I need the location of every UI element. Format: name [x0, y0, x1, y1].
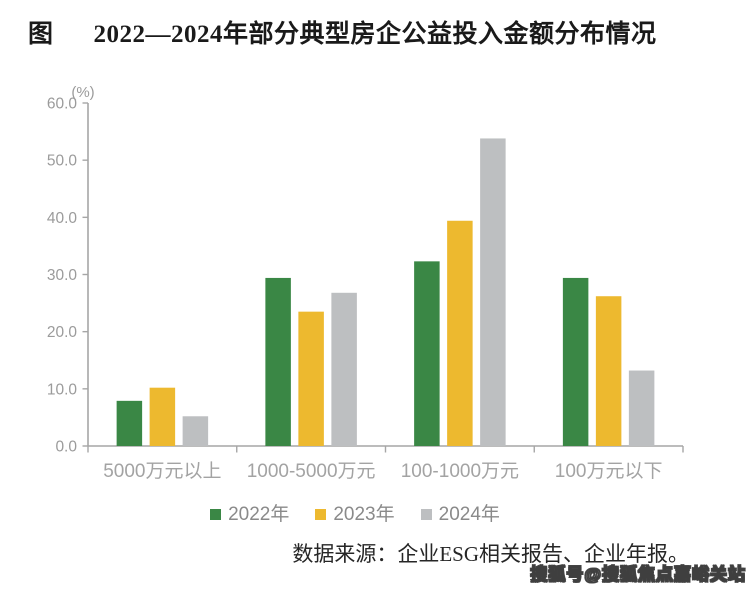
legend-label-2022: 2022年 — [228, 504, 290, 525]
watermark-text: 搜狐号@搜狐焦点嘉峪关站 — [530, 564, 746, 584]
y-axis-tick-label: 30.0 — [47, 267, 78, 284]
bar-2023年-5000万元以上 — [149, 387, 176, 446]
y-axis-tick-label: 10.0 — [47, 381, 78, 398]
figure-title: 图 2022—2024年部分典型房企公益投入金额分布情况 — [28, 14, 738, 50]
y-axis-tick-label: 60.0 — [47, 96, 78, 113]
bar-2024年-1000-5000万元 — [331, 292, 357, 446]
legend-swatch-2023 — [315, 509, 327, 520]
bar-2022年-100-1000万元 — [414, 261, 440, 446]
figure-title-prefix: 图 — [28, 21, 54, 48]
chart-legend: 2022年 2023年 2024年 — [0, 505, 710, 524]
bar-2024年-100万元以下 — [628, 370, 655, 446]
x-category-label: 100万元以下 — [555, 461, 663, 482]
legend-item-2022: 2022年 — [210, 505, 289, 524]
figure-title-text: 2022—2024年部分典型房企公益投入金额分布情况 — [93, 21, 657, 48]
bar-chart: (%) 0.0 10.0 20.0 30.0 40.0 50.0 60.0 5000万元以上 10… — [47, 84, 684, 482]
data-source-text: 数据来源：企业ESG相关报告、企业年报。 — [292, 542, 689, 566]
y-axis-tick-label: 40.0 — [47, 210, 78, 227]
bar-2023年-100万元以下 — [595, 296, 622, 446]
bar-2022年-1000-5000万元 — [265, 277, 291, 446]
bar-2023年-100-1000万元 — [447, 220, 473, 446]
x-category-label: 5000万元以上 — [103, 460, 221, 482]
bar-2022年-5000万元以上 — [116, 400, 143, 446]
legend-item-2024: 2024年 — [420, 504, 500, 525]
bar-2024年-5000万元以上 — [182, 416, 209, 446]
x-category-label: 1000-5000万元 — [247, 461, 376, 482]
legend-item-2023: 2023年 — [315, 504, 395, 525]
x-category-label: 100-1000万元 — [401, 461, 519, 482]
legend-label-2024: 2024年 — [438, 504, 500, 525]
y-axis-unit-label: (%) — [71, 84, 94, 101]
legend-label-2023: 2023年 — [333, 504, 395, 525]
bar-2022年-100万元以下 — [562, 277, 589, 446]
bar-2023年-1000-5000万元 — [298, 311, 324, 446]
bar-2024年-100-1000万元 — [480, 138, 506, 446]
legend-swatch-2022 — [210, 509, 222, 520]
y-axis-tick-label: 20.0 — [47, 324, 78, 341]
legend-swatch-2024 — [420, 509, 432, 520]
y-axis-tick-label: 0.0 — [55, 439, 77, 456]
y-axis-tick-label: 50.0 — [47, 153, 78, 170]
